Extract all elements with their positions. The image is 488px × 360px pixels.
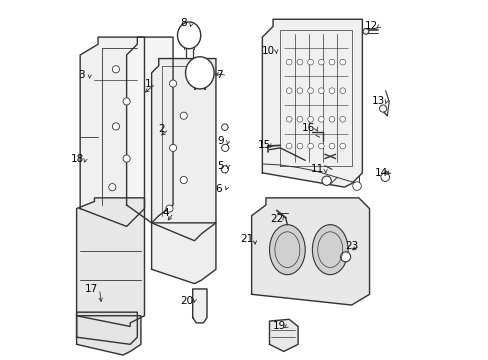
Polygon shape <box>151 59 216 241</box>
Circle shape <box>363 28 368 34</box>
Text: 14: 14 <box>374 168 387 178</box>
Circle shape <box>307 88 313 94</box>
Circle shape <box>296 59 302 65</box>
Polygon shape <box>77 316 141 355</box>
Polygon shape <box>269 319 298 351</box>
Circle shape <box>221 166 228 173</box>
Text: 1: 1 <box>144 78 151 89</box>
Text: 13: 13 <box>371 96 384 107</box>
Polygon shape <box>192 289 206 323</box>
Polygon shape <box>80 37 144 226</box>
Circle shape <box>318 59 324 65</box>
Text: 12: 12 <box>364 21 377 31</box>
Circle shape <box>379 105 386 112</box>
Circle shape <box>307 143 313 149</box>
Circle shape <box>285 88 291 94</box>
Circle shape <box>221 124 227 130</box>
Ellipse shape <box>312 225 347 275</box>
Circle shape <box>123 155 130 162</box>
Circle shape <box>180 176 187 184</box>
Text: 20: 20 <box>180 296 193 306</box>
Polygon shape <box>77 198 144 327</box>
Circle shape <box>112 123 119 130</box>
Circle shape <box>339 88 345 94</box>
Polygon shape <box>151 223 216 284</box>
Text: 16: 16 <box>301 123 314 133</box>
Text: 5: 5 <box>217 161 223 171</box>
Circle shape <box>307 59 313 65</box>
Circle shape <box>165 205 173 212</box>
Circle shape <box>221 144 228 152</box>
Text: 11: 11 <box>310 164 324 174</box>
Circle shape <box>322 176 331 185</box>
Text: 18: 18 <box>71 154 84 163</box>
Circle shape <box>352 182 361 190</box>
Polygon shape <box>77 312 137 344</box>
Circle shape <box>339 59 345 65</box>
Text: 23: 23 <box>345 241 358 251</box>
Text: 10: 10 <box>262 46 274 56</box>
Ellipse shape <box>269 225 305 275</box>
Circle shape <box>380 173 389 181</box>
Circle shape <box>285 116 291 122</box>
Text: 2: 2 <box>158 124 164 134</box>
Ellipse shape <box>177 22 201 49</box>
Circle shape <box>180 112 187 119</box>
Circle shape <box>307 116 313 122</box>
Text: 22: 22 <box>269 214 283 224</box>
Text: 9: 9 <box>217 136 223 147</box>
Circle shape <box>285 143 291 149</box>
Text: 6: 6 <box>215 184 221 194</box>
Text: 15: 15 <box>257 140 270 150</box>
Circle shape <box>318 88 324 94</box>
Circle shape <box>296 143 302 149</box>
Text: 17: 17 <box>85 284 98 294</box>
Text: 8: 8 <box>180 18 187 28</box>
Circle shape <box>328 143 334 149</box>
Circle shape <box>112 66 119 73</box>
Circle shape <box>328 59 334 65</box>
Text: 7: 7 <box>216 70 223 80</box>
Circle shape <box>318 116 324 122</box>
Ellipse shape <box>185 57 214 89</box>
Circle shape <box>340 252 350 262</box>
Circle shape <box>285 59 291 65</box>
Circle shape <box>296 88 302 94</box>
Circle shape <box>339 143 345 149</box>
Circle shape <box>328 116 334 122</box>
Polygon shape <box>126 37 173 223</box>
Text: 19: 19 <box>272 321 285 331</box>
Circle shape <box>123 98 130 105</box>
Circle shape <box>169 80 176 87</box>
Polygon shape <box>262 19 362 187</box>
Circle shape <box>339 116 345 122</box>
Circle shape <box>108 184 116 191</box>
Circle shape <box>296 116 302 122</box>
Text: 21: 21 <box>240 234 253 244</box>
Polygon shape <box>251 198 369 305</box>
Circle shape <box>318 143 324 149</box>
Circle shape <box>328 88 334 94</box>
Text: 3: 3 <box>79 69 85 80</box>
Text: 4: 4 <box>163 208 169 218</box>
Circle shape <box>169 144 176 152</box>
